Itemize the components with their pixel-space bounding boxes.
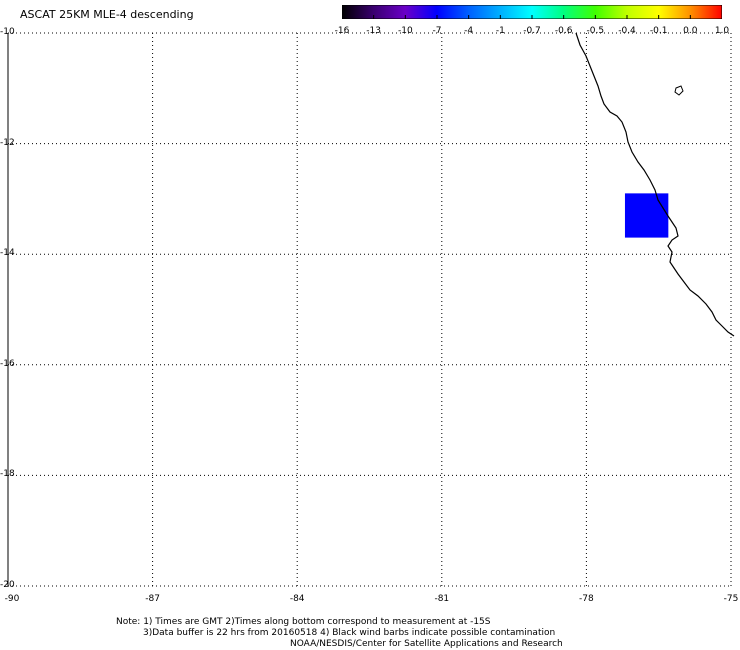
colorbar-label: -0.4 <box>618 26 636 36</box>
colorbar-label: 1.0 <box>714 26 730 36</box>
colorbar-label: -1 <box>495 26 505 36</box>
y-axis-label: -10 <box>0 27 15 37</box>
x-axis-label: -87 <box>145 594 160 604</box>
note-line-2: 3)Data buffer is 22 hrs from 20160518 4)… <box>143 628 556 638</box>
y-axis-label: -14 <box>0 248 15 259</box>
colorbar-label: -0.6 <box>554 26 573 36</box>
y-axis-label: -16 <box>0 358 15 369</box>
y-axis-label: -12 <box>0 137 15 148</box>
colorbar-label: -13 <box>366 26 382 36</box>
y-axis-label: -18 <box>0 469 15 480</box>
map-title: ASCAT 25KM MLE-4 descending <box>20 8 194 21</box>
y-axis-label: -20 <box>0 580 15 590</box>
colorbar <box>342 5 722 19</box>
x-axis-label: -81 <box>434 594 450 604</box>
x-axis-label: -84 <box>289 594 305 604</box>
colorbar-label: 0.0 <box>683 26 698 36</box>
colorbar-label: -4 <box>464 26 474 36</box>
colorbar-label: -0.7 <box>523 26 541 36</box>
colorbar-label: -10 <box>397 26 413 36</box>
x-axis-label: -78 <box>579 594 594 604</box>
map-plot <box>7 32 735 587</box>
colorbar-label: -0.5 <box>586 26 605 36</box>
coastline <box>575 32 735 337</box>
island-outline <box>674 85 684 96</box>
colorbar-label: -0.1 <box>649 26 668 36</box>
colorbar-label: -16 <box>334 26 350 36</box>
note-line-3: NOAA/NESDIS/Center for Satellite Applica… <box>290 639 563 649</box>
colorbar-label: -7 <box>432 26 442 36</box>
x-axis-label: -75 <box>723 594 739 604</box>
data-cell <box>624 193 669 238</box>
note-line-1: Note: 1) Times are GMT 2)Times along bot… <box>116 617 491 627</box>
x-axis-label: -90 <box>4 594 20 604</box>
